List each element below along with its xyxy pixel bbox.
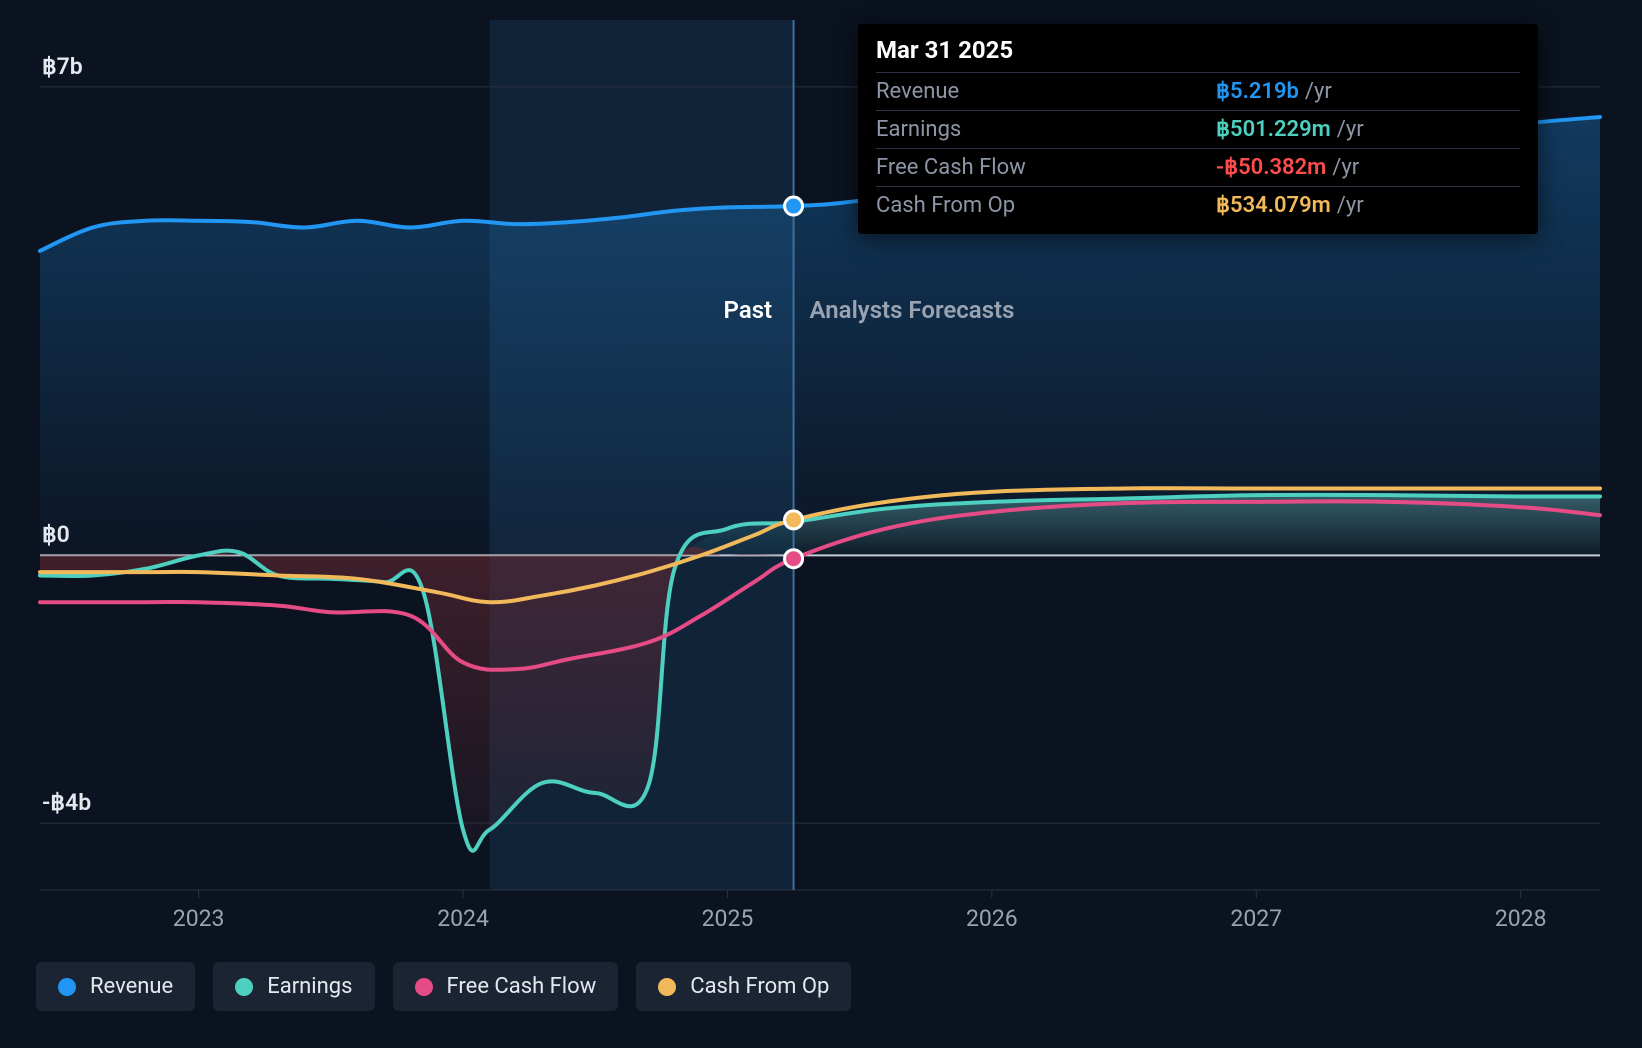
past-label: Past: [724, 296, 773, 324]
legend-item-label: Earnings: [267, 974, 352, 999]
tooltip-row-value: ฿5.219b: [1216, 79, 1299, 104]
legend-dot-icon: [235, 978, 253, 996]
legend-dot-icon: [658, 978, 676, 996]
tooltip-row-label: Free Cash Flow: [876, 155, 1216, 180]
tooltip-row: Revenue฿5.219b/yr: [876, 72, 1520, 110]
legend-dot-icon: [58, 978, 76, 996]
x-tick-label: 2025: [702, 905, 754, 932]
x-tick-label: 2023: [173, 905, 225, 932]
hover-tooltip: Mar 31 2025 Revenue฿5.219b/yrEarnings฿50…: [858, 24, 1538, 234]
tooltip-row-value: -฿50.382m: [1216, 155, 1326, 180]
tooltip-row: Free Cash Flow-฿50.382m/yr: [876, 148, 1520, 186]
x-tick-label: 2026: [966, 905, 1018, 932]
x-tick-label: 2028: [1495, 905, 1547, 932]
legend: Revenue Earnings Free Cash Flow Cash From O…: [36, 962, 851, 1011]
tooltip-row: Cash From Op฿534.079m/yr: [876, 186, 1520, 224]
legend-dot-icon: [415, 978, 433, 996]
x-tick-label: 2027: [1230, 905, 1282, 932]
tooltip-row-value: ฿534.079m: [1216, 193, 1331, 218]
tooltip-row-value: ฿501.229m: [1216, 117, 1331, 142]
y-tick-label: ฿7b: [42, 53, 83, 80]
tooltip-row-label: Revenue: [876, 79, 1216, 104]
legend-item-fcf[interactable]: Free Cash Flow: [393, 962, 619, 1011]
legend-item-label: Free Cash Flow: [447, 974, 597, 999]
tooltip-row: Earnings฿501.229m/yr: [876, 110, 1520, 148]
legend-item-revenue[interactable]: Revenue: [36, 962, 195, 1011]
legend-item-label: Revenue: [90, 974, 173, 999]
legend-item-earnings[interactable]: Earnings: [213, 962, 374, 1011]
financials-chart[interactable]: ฿7b ฿0 -฿4b 2023 2024 2025 2026 2027 2028 Pas…: [0, 0, 1642, 1048]
tooltip-row-unit: /yr: [1337, 193, 1364, 218]
y-tick-label: ฿0: [42, 521, 70, 548]
forecast-label: Analysts Forecasts: [810, 296, 1015, 324]
y-tick-label: -฿4b: [42, 789, 91, 816]
tooltip-row-label: Earnings: [876, 117, 1216, 142]
tooltip-title: Mar 31 2025: [876, 36, 1520, 72]
legend-item-label: Cash From Op: [690, 974, 829, 999]
tooltip-row-unit: /yr: [1332, 155, 1359, 180]
tooltip-row-unit: /yr: [1337, 117, 1364, 142]
x-tick-label: 2024: [437, 905, 489, 932]
tooltip-row-unit: /yr: [1305, 79, 1332, 104]
legend-item-cfo[interactable]: Cash From Op: [636, 962, 851, 1011]
tooltip-row-label: Cash From Op: [876, 193, 1216, 218]
